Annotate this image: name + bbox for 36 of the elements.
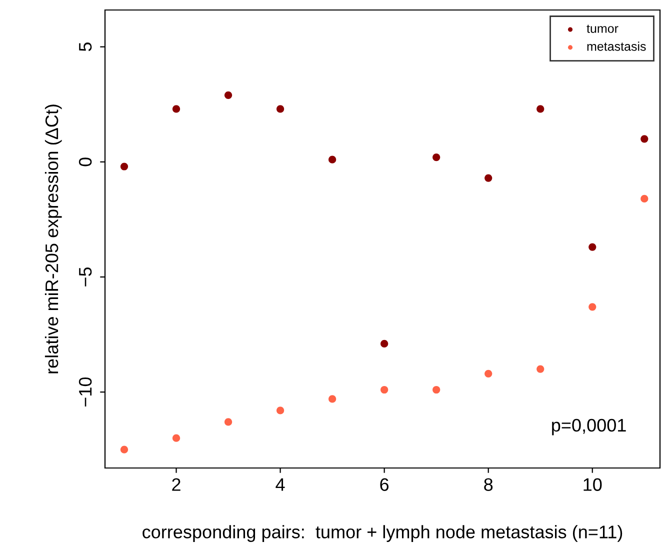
point [380, 340, 388, 348]
point [432, 153, 440, 162]
annotation: p=0,0001 [552, 418, 626, 436]
point [588, 243, 596, 251]
point [588, 303, 596, 311]
point [328, 395, 336, 403]
y-axis-title: relative miR-205 expression (ΔCt) [44, 104, 62, 374]
x-tick-label: 4 [276, 478, 285, 491]
legend-label: metastasis [587, 42, 646, 51]
point [172, 434, 180, 442]
point [484, 174, 492, 182]
legend-label: tumor [586, 24, 618, 33]
point [536, 105, 544, 113]
point [120, 446, 128, 454]
y-tick-label: 0 [78, 158, 92, 166]
y-tick-label: −5 [79, 267, 92, 286]
point [432, 386, 440, 394]
point [536, 365, 544, 373]
x-tick-label: 6 [380, 478, 389, 491]
x-tick-label: 10 [584, 478, 602, 491]
point [640, 194, 648, 203]
point [328, 156, 336, 164]
x-tick-label: 8 [484, 478, 493, 491]
point [484, 370, 492, 378]
point [224, 418, 232, 426]
point [640, 135, 648, 143]
point [276, 105, 284, 113]
y-tick-label: −10 [78, 377, 92, 406]
x-axis-title: corresponding pairs: tumor + lymph node metastasis (n=11) [142, 525, 622, 542]
point [380, 386, 388, 394]
x-tick-label: 2 [172, 478, 180, 491]
point [172, 105, 180, 113]
y-tick-label: 5 [79, 42, 92, 52]
point [224, 91, 232, 99]
point [120, 162, 128, 170]
point [276, 406, 284, 414]
